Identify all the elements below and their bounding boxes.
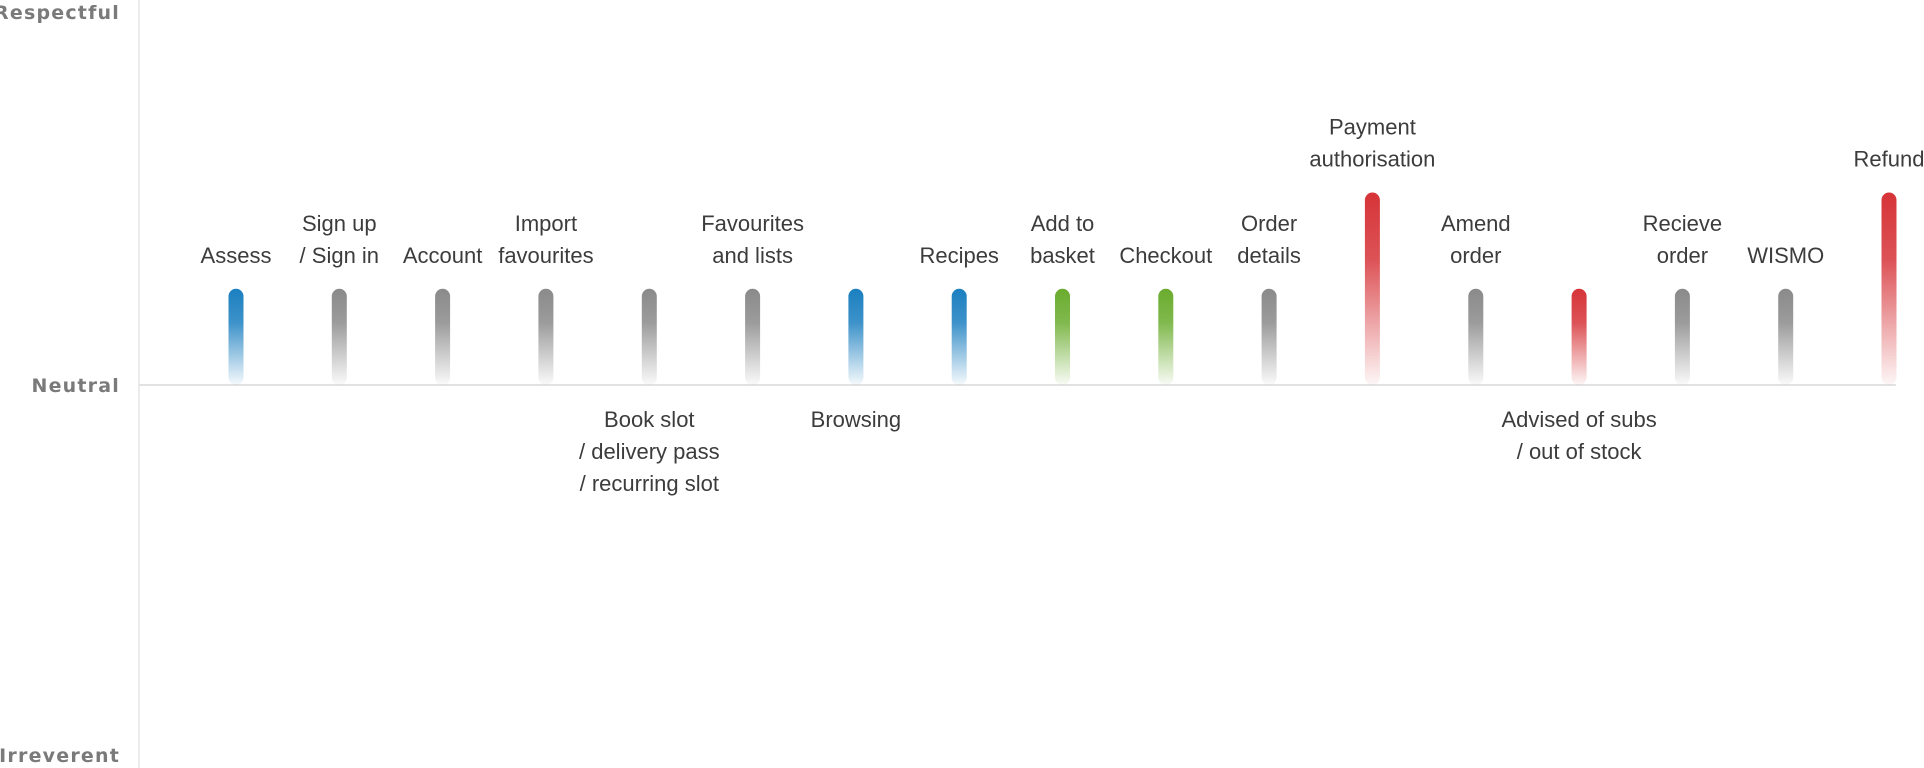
label-refund: Refund <box>1854 147 1924 172</box>
label-line: Refund <box>1854 147 1924 172</box>
label-line: Favourites <box>701 211 804 236</box>
bar-amend-order <box>1468 288 1484 386</box>
label-line: / out of stock <box>1517 439 1643 464</box>
bar-favourites-and-lists <box>745 288 761 386</box>
label-line: Payment <box>1329 115 1416 140</box>
label-advised-of-subs-out-of-stock: Advised of subs / out of stock <box>1501 407 1656 464</box>
journey-stages: Assess Sign up / Sign in Account Import favou… <box>201 115 1924 497</box>
bar-import-favourites <box>538 288 554 386</box>
label-line: Add to <box>1031 211 1095 236</box>
label-line: Import <box>515 211 577 236</box>
label-line: / recurring slot <box>580 471 719 496</box>
label-sign-up-sign-in: Sign up / Sign in <box>300 211 380 268</box>
bar-book-slot-delivery-pass-recurring-slot <box>641 288 657 386</box>
label-line: Recieve <box>1643 211 1722 236</box>
label-line: Recipes <box>919 243 998 268</box>
bar-add-to-basket <box>1055 288 1070 386</box>
bar-payment-authorisation <box>1364 192 1380 385</box>
bar-assess <box>228 288 244 386</box>
label-recipes: Recipes <box>919 243 998 268</box>
label-line: Checkout <box>1119 243 1212 268</box>
label-line: order <box>1450 243 1501 268</box>
bar-order-details <box>1261 288 1277 386</box>
label-recieve-order: Recieve order <box>1643 211 1722 268</box>
y-bottom-label: Irreverent <box>0 745 120 767</box>
label-assess: Assess <box>201 243 272 268</box>
label-line: / delivery pass <box>579 439 720 464</box>
label-line: basket <box>1030 243 1095 268</box>
label-line: Browsing <box>811 407 901 432</box>
bar-account <box>435 288 451 386</box>
y-top-label: Respectful <box>0 2 120 24</box>
label-line: and lists <box>712 243 793 268</box>
label-book-slot-delivery-pass-recurring-slot: Book slot / delivery pass / recurring slot <box>579 407 720 496</box>
label-order-details: Order details <box>1237 211 1301 268</box>
y-middle-label: Neutral <box>31 375 120 397</box>
label-line: WISMO <box>1747 243 1824 268</box>
label-account: Account <box>403 243 483 268</box>
label-browsing: Browsing <box>811 407 901 432</box>
label-line: Amend <box>1441 211 1511 236</box>
label-line: Book slot <box>604 407 695 432</box>
label-amend-order: Amend order <box>1441 211 1511 268</box>
label-payment-authorisation: Payment authorisation <box>1309 115 1435 172</box>
bar-recipes <box>951 288 967 386</box>
bar-sign-up-sign-in <box>331 288 347 386</box>
label-line: favourites <box>498 243 593 268</box>
bar-refund <box>1881 192 1897 385</box>
label-line: order <box>1657 243 1708 268</box>
label-import-favourites: Import favourites <box>498 211 593 268</box>
label-line: Assess <box>201 243 272 268</box>
label-line: authorisation <box>1309 147 1435 172</box>
label-line: / Sign in <box>300 243 380 268</box>
bar-checkout <box>1158 288 1174 386</box>
label-line: Account <box>403 243 483 268</box>
label-line: Order <box>1241 211 1297 236</box>
bar-recieve-order <box>1674 288 1690 386</box>
label-add-to-basket: Add to basket <box>1030 211 1095 268</box>
label-favourites-and-lists: Favourites and lists <box>701 211 804 268</box>
label-line: Advised of subs <box>1501 407 1656 432</box>
label-wismo: WISMO <box>1747 243 1824 268</box>
bar-browsing <box>848 288 864 386</box>
label-checkout: Checkout <box>1119 243 1212 268</box>
label-line: Sign up <box>302 211 377 236</box>
label-line: details <box>1237 243 1301 268</box>
bar-wismo <box>1778 288 1794 386</box>
bar-advised-of-subs-out-of-stock <box>1571 288 1587 386</box>
